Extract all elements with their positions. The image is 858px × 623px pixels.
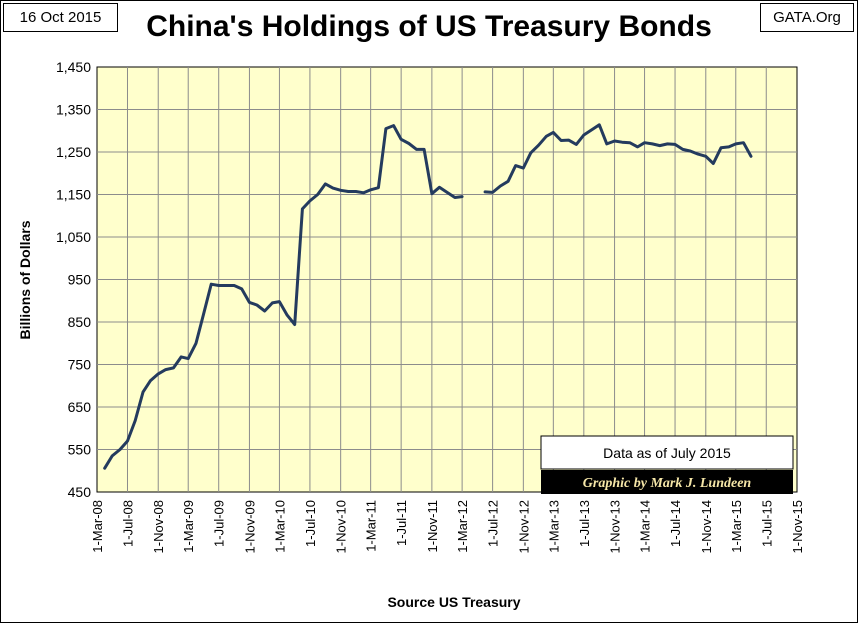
x-tick-label: 1-Nov-10 [334,500,349,553]
x-tick-label: 1-Jul-15 [759,500,774,547]
x-tick-label: 1-Mar-10 [272,500,287,553]
y-tick-label: 1,250 [56,144,91,160]
x-tick-label: 1-Mar-12 [455,500,470,553]
x-tick-label: 1-Mar-14 [638,500,653,553]
source-site-label: GATA.Org [760,3,854,32]
x-tick-label: 1-Jul-09 [212,500,227,547]
x-tick-label: 1-Jul-08 [120,500,135,547]
x-tick-label: 1-Jul-10 [303,500,318,547]
x-tick-label: 1-Nov-12 [516,500,531,553]
x-tick-label: 1-Jul-11 [394,500,409,546]
x-tick-label: 1-Nov-08 [151,500,166,553]
date-label: 16 Oct 2015 [3,3,118,32]
y-axis-label: Billions of Dollars [17,220,33,339]
y-tick-label: 1,050 [56,229,91,245]
y-tick-label: 450 [68,484,92,500]
y-tick-label: 1,150 [56,187,91,203]
chart-title: China's Holdings of US Treasury Bonds [146,10,712,43]
x-tick-label: 1-Nov-09 [242,500,257,553]
y-tick-label: 550 [68,442,92,458]
x-tick-label: 1-Nov-14 [699,500,714,553]
credit-box [541,470,793,494]
data-note-text: Data as of July 2015 [603,445,731,461]
series-lines [103,123,753,470]
y-tick-label: 850 [68,314,92,330]
series-line-segment [483,123,753,194]
x-tick-label: 1-Nov-13 [608,500,623,553]
y-tick-label: 750 [68,357,92,373]
y-tick-label: 950 [68,272,92,288]
x-tick-label: 1-Nov-15 [790,500,805,553]
x-tick-label: 1-Jul-12 [486,500,501,547]
y-tick-label: 1,450 [56,59,91,75]
x-gridlines [126,67,767,492]
credit-text: Graphic by Mark J. Lundeen [583,476,752,491]
x-tick-label: 1-Mar-15 [729,500,744,553]
x-tick-label: 1-Jul-14 [668,500,683,547]
y-tick-label: 650 [68,399,92,415]
series-line-segment [103,124,464,470]
x-tick-label: 1-Mar-13 [546,500,561,553]
y-tick-labels: 450 550 650 750 850 950 1,050 1,150 1,250 1,350 1,… [56,59,91,500]
data-note-box [540,435,794,470]
x-tick-label: 1-Mar-09 [181,500,196,553]
x-tick-label: 1-Jul-13 [577,500,592,547]
x-tick-label: 1-Mar-08 [90,500,105,553]
x-axis-label: Source US Treasury [387,594,520,610]
x-tick-label: 1-Mar-11 [364,500,379,552]
x-tick-labels: 1-Mar-08 1-Jul-08 1-Nov-08 1-Mar-09 1-Jul-09… [90,500,805,553]
y-tick-label: 1,350 [56,102,91,118]
x-tick-label: 1-Nov-11 [425,500,440,553]
